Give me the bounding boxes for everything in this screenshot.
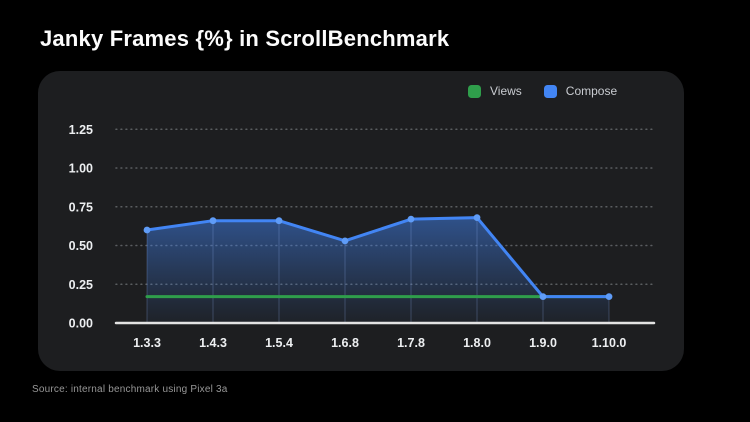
y-tick-label: 1.00 — [69, 162, 93, 176]
data-point-compose-1.10.0 — [605, 293, 613, 301]
chart-panel: 0.00 0.25 0.50 0.75 1.00 1.25 1.3.3 1.4.3 1.5.4 1… — [38, 71, 684, 371]
x-tick-label: 1.3.3 — [133, 336, 161, 350]
y-tick-label: 0.00 — [69, 317, 93, 331]
x-tick-label: 1.6.8 — [331, 336, 359, 350]
data-point-compose-1.6.8 — [341, 237, 349, 245]
y-tick-label: 1.25 — [69, 123, 93, 137]
chart-legend: Views Compose — [468, 84, 617, 98]
series-area-compose — [147, 217, 609, 323]
x-tick-label: 1.5.4 — [265, 336, 293, 350]
data-point-compose-1.9.0 — [539, 293, 547, 301]
legend-label: Views — [490, 84, 522, 98]
legend-swatch — [468, 84, 481, 98]
x-tick-label: 1.10.0 — [592, 336, 627, 350]
page-title: Janky Frames {%} in ScrollBenchmark — [40, 26, 450, 51]
x-tick-label: 1.9.0 — [529, 336, 557, 350]
y-tick-label: 0.25 — [69, 278, 93, 292]
data-point-compose-1.4.3 — [209, 217, 217, 225]
line-chart: 0.00 0.25 0.50 0.75 1.00 1.25 1.3.3 1.4.3 1.5.4 1… — [69, 123, 656, 350]
legend-item-compose: Compose — [543, 84, 618, 98]
x-tick-label: 1.7.8 — [397, 336, 425, 350]
legend-swatch — [543, 84, 557, 98]
data-point-compose-1.7.8 — [407, 215, 415, 223]
data-point-compose-1.5.4 — [275, 217, 283, 225]
source-note: Source: internal benchmark using Pixel 3… — [32, 384, 228, 395]
data-point-compose-1.3.3 — [143, 226, 151, 234]
data-point-compose-1.8.0 — [473, 214, 481, 222]
y-tick-label: 0.75 — [69, 200, 93, 214]
series-line-compose — [145, 216, 611, 299]
x-tick-label: 1.8.0 — [463, 336, 491, 350]
y-tick-label: 0.50 — [69, 239, 93, 253]
x-tick-label: 1.4.3 — [199, 336, 227, 350]
legend-item-views: Views — [468, 84, 522, 98]
legend-label: Compose — [565, 84, 618, 98]
